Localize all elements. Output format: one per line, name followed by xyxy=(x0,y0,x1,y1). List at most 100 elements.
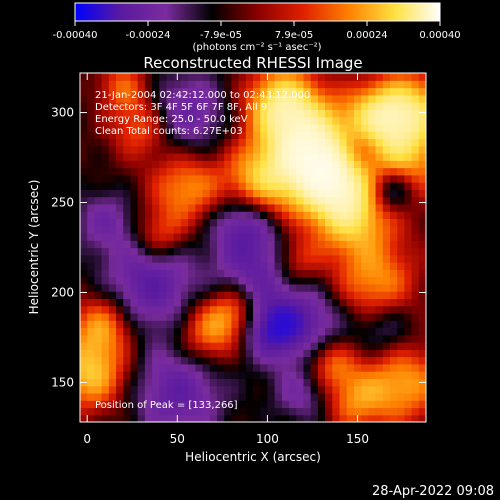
heatmap-cell xyxy=(101,240,110,249)
heatmap-cell xyxy=(195,174,204,183)
heatmap-cell xyxy=(224,123,232,132)
heatmap-cell xyxy=(389,371,398,379)
heatmap-cell xyxy=(137,291,146,299)
heatmap-cell xyxy=(144,131,153,140)
heatmap-cell xyxy=(238,189,247,198)
heatmap-cell xyxy=(289,94,297,103)
heatmap-cell xyxy=(94,414,103,422)
heatmap-cell xyxy=(238,182,247,190)
heatmap-cell xyxy=(238,247,247,256)
heatmap-cell xyxy=(188,73,196,81)
heatmap-cell xyxy=(245,152,254,161)
heatmap-cell xyxy=(289,218,297,227)
heatmap-cell xyxy=(382,283,391,292)
heatmap-cell xyxy=(152,138,160,147)
heatmap-cell xyxy=(296,254,305,263)
heatmap-cell xyxy=(180,182,189,190)
heatmap-cell xyxy=(180,131,189,140)
heatmap-cell xyxy=(382,349,391,358)
heatmap-cell xyxy=(353,349,362,358)
heatmap-cell xyxy=(152,218,160,227)
heatmap-cell xyxy=(87,123,96,132)
heatmap-cell xyxy=(159,218,168,227)
heatmap-cell xyxy=(353,371,362,379)
heatmap-cell xyxy=(101,189,110,198)
heatmap-cell xyxy=(289,327,297,336)
heatmap-cell xyxy=(202,349,211,358)
heatmap-cell xyxy=(267,109,276,118)
heatmap-cell xyxy=(404,116,413,125)
heatmap-cell xyxy=(173,363,182,372)
heatmap-cell xyxy=(116,320,124,329)
heatmap-cell xyxy=(382,269,391,278)
heatmap-cell xyxy=(152,80,160,89)
heatmap-cell xyxy=(303,276,312,285)
heatmap-cell xyxy=(325,392,333,401)
heatmap-cell xyxy=(389,80,398,89)
heatmap-cell xyxy=(404,414,413,422)
heatmap-cell xyxy=(289,363,297,372)
heatmap-cell xyxy=(253,211,261,220)
heatmap-cell xyxy=(389,247,398,256)
heatmap-cell xyxy=(260,327,269,336)
heatmap-cell xyxy=(339,189,348,198)
heatmap-cell xyxy=(339,240,348,249)
heatmap-cell xyxy=(281,102,290,110)
heatmap-cell xyxy=(130,407,139,416)
heatmap-cell xyxy=(245,291,254,299)
heatmap-cell xyxy=(346,283,355,292)
heatmap-cell xyxy=(361,123,369,132)
heatmap-cell xyxy=(116,174,124,183)
heatmap-cell xyxy=(361,94,369,103)
heatmap-cell xyxy=(116,349,124,358)
heatmap-cell xyxy=(368,189,377,198)
heatmap-cell xyxy=(202,371,211,379)
heatmap-cell xyxy=(404,276,413,285)
heatmap-cell xyxy=(310,189,319,198)
heatmap-cell xyxy=(296,385,305,394)
heatmap-cell xyxy=(253,145,261,154)
heatmap-cell xyxy=(159,247,168,256)
heatmap-cell xyxy=(382,327,391,336)
heatmap-cell xyxy=(332,414,341,422)
heatmap-cell xyxy=(116,276,124,285)
heatmap-cell xyxy=(180,320,189,329)
heatmap-cell xyxy=(418,211,426,220)
heatmap-cell xyxy=(317,349,326,358)
heatmap-cell xyxy=(296,276,305,285)
heatmap-cell xyxy=(368,116,377,125)
heatmap-cell xyxy=(332,240,341,249)
heatmap-cell xyxy=(152,371,160,379)
heatmap-cell xyxy=(231,102,240,110)
heatmap-cell xyxy=(346,334,355,343)
heatmap-cell xyxy=(173,116,182,125)
heatmap-cell xyxy=(87,392,96,401)
heatmap-cell xyxy=(173,138,182,147)
heatmap-cell xyxy=(296,327,305,336)
heatmap-cell xyxy=(130,160,139,169)
heatmap-cell xyxy=(404,283,413,292)
heatmap-cell xyxy=(94,182,103,190)
heatmap-cell xyxy=(224,298,232,307)
heatmap-cell xyxy=(116,312,124,321)
heatmap-cell xyxy=(87,254,96,263)
heatmap-cell xyxy=(303,392,312,401)
heatmap-cell xyxy=(216,320,225,329)
heatmap-cell xyxy=(130,80,139,89)
heatmap-cell xyxy=(87,138,96,147)
heatmap-cell xyxy=(238,400,247,409)
heatmap-cell xyxy=(418,349,426,358)
heatmap-cell xyxy=(346,342,355,350)
heatmap-cell xyxy=(108,247,117,256)
heatmap-cell xyxy=(310,269,319,278)
heatmap-cell xyxy=(253,116,261,125)
heatmap-cell xyxy=(332,356,341,365)
heatmap-cell xyxy=(87,73,96,81)
heatmap-cell xyxy=(224,182,232,190)
heatmap-cell xyxy=(339,334,348,343)
heatmap-cell xyxy=(353,342,362,350)
heatmap-cell xyxy=(188,167,196,176)
heatmap-cell xyxy=(368,334,377,343)
heatmap-cell xyxy=(310,407,319,416)
